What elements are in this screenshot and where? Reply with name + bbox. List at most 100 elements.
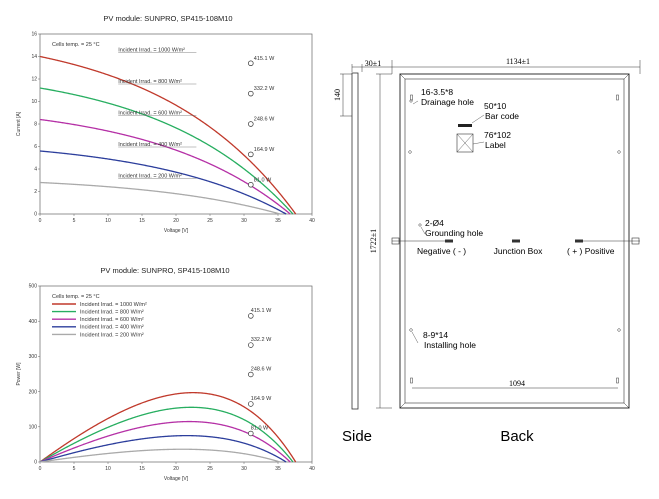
iv-series-line xyxy=(39,181,281,215)
iv-mpp-point xyxy=(248,121,254,127)
pv-chart: PV module: SUNPRO, SP415-108M10 01002003… xyxy=(16,266,315,482)
barcode-leader xyxy=(471,114,485,124)
pv-legend-entry: Incident Irrad. = 800 W/m² xyxy=(80,310,144,316)
iv-power-label: 81.0 W xyxy=(254,177,272,183)
iv-mpp-point xyxy=(248,60,254,66)
install-hole-top-right xyxy=(616,94,619,101)
iv-power-label: 332.2 W xyxy=(254,86,275,92)
positive-label: ( + ) Positive xyxy=(567,246,615,256)
pv-series-line xyxy=(39,406,294,463)
pv-power-label: 81.0 W xyxy=(251,425,269,431)
y-tick-label: 2 xyxy=(34,189,37,195)
x-tick-label: 10 xyxy=(105,218,111,224)
pv-legend-entry: Incident Irrad. = 400 W/m² xyxy=(80,325,144,331)
x-tick-label: 40 xyxy=(309,218,315,224)
iv-series-line xyxy=(39,87,294,215)
x-tick-label: 5 xyxy=(73,466,76,472)
iv-mpp-point xyxy=(248,182,254,188)
iv-power-label: 248.6 W xyxy=(254,117,275,123)
x-tick-label: 30 xyxy=(241,218,247,224)
center-junction-box xyxy=(512,239,520,243)
pv-x-axis-label: Voltage [V] xyxy=(164,476,189,482)
mount-span-dim: 1094 xyxy=(509,379,525,388)
junction-box-label: Junction Box xyxy=(494,246,543,256)
frame-depth-dim: 30±1 xyxy=(365,59,381,68)
pv-series-line xyxy=(39,448,281,463)
label-size-label: 76*102 xyxy=(484,130,511,140)
y-tick-label: 6 xyxy=(34,144,37,150)
pv-power-label: 248.6 W xyxy=(251,366,272,372)
drainage-size-label: 16-3.5*8 xyxy=(421,87,453,97)
bar-code-marker xyxy=(458,124,472,127)
drain-hole-left xyxy=(408,150,412,154)
x-tick-label: 35 xyxy=(275,466,281,472)
label-marker xyxy=(456,133,474,153)
iv-series-line xyxy=(39,150,287,215)
install-hole-right xyxy=(617,328,621,332)
bar-height-dim: 140 xyxy=(333,89,342,101)
installing-size-label: 8-9*14 xyxy=(423,330,448,340)
y-tick-label: 400 xyxy=(29,319,38,325)
y-tick-label: 12 xyxy=(31,77,37,83)
iv-irradiance-label: Incident Irrad. = 800 W/m² xyxy=(118,79,182,85)
negative-label: Negative ( - ) xyxy=(417,246,466,256)
drainage-label: Drainage hole xyxy=(421,97,474,107)
install-hole-top-left xyxy=(410,94,413,101)
y-tick-label: 4 xyxy=(34,167,37,173)
label-cross-b xyxy=(456,133,474,153)
install-hole-left xyxy=(409,328,413,332)
side-view xyxy=(340,64,392,410)
install-hole-bottom-right xyxy=(616,377,619,384)
grounding-label: Grounding hole xyxy=(425,228,483,238)
x-tick-label: 5 xyxy=(73,218,76,224)
iv-power-label: 164.9 W xyxy=(254,147,275,153)
pv-peak-point xyxy=(248,313,254,319)
x-tick-label: 10 xyxy=(105,466,111,472)
barcode-size-label: 50*10 xyxy=(484,101,506,111)
y-tick-label: 300 xyxy=(29,354,38,360)
pv-power-label: 415.1 W xyxy=(251,308,272,314)
installing-label: Installing hole xyxy=(424,340,476,350)
iv-mpp-point xyxy=(248,90,254,97)
iv-y-axis: 0 2 4 6 8 10 12 14 16 xyxy=(31,32,40,218)
pv-series-line xyxy=(39,434,287,463)
pv-peak-point xyxy=(248,342,254,348)
positive-junction-box xyxy=(575,239,583,243)
iv-irradiance-label: Incident Irrad. = 600 W/m² xyxy=(118,111,182,117)
pv-power-label: 164.9 W xyxy=(251,396,272,402)
side-profile xyxy=(351,72,359,410)
back-view-title: Back xyxy=(500,428,534,445)
pv-y-axis: 0 100 200 300 400 500 xyxy=(29,284,40,466)
iv-x-axis-label: Voltage [V] xyxy=(164,228,189,234)
iv-chart: PV module: SUNPRO, SP415-108M10 0 2 4 6 8 10 1… xyxy=(16,14,315,234)
y-tick-label: 500 xyxy=(29,284,38,290)
x-tick-label: 40 xyxy=(309,466,315,472)
pv-peak-point xyxy=(248,371,254,378)
drainage-hole-marker xyxy=(409,99,413,103)
pv-legend: Incident Irrad. = 1000 W/m² Incident Irra… xyxy=(52,302,147,338)
y-tick-label: 200 xyxy=(29,389,38,395)
y-tick-label: 0 xyxy=(34,212,37,218)
iv-irradiance-label: Incident Irrad. = 200 W/m² xyxy=(118,174,182,180)
pv-peak-point xyxy=(248,430,254,437)
label-leader xyxy=(472,141,485,145)
x-tick-label: 20 xyxy=(173,466,179,472)
iv-chart-title: PV module: SUNPRO, SP415-108M10 xyxy=(103,14,232,23)
iv-mpp-point xyxy=(248,151,254,158)
mechanical-drawing xyxy=(340,60,641,410)
y-tick-label: 10 xyxy=(31,99,37,105)
pv-plot-frame xyxy=(39,285,313,463)
install-leader xyxy=(411,331,419,344)
pv-legend-entry: Incident Irrad. = 200 W/m² xyxy=(80,332,144,338)
x-tick-label: 0 xyxy=(39,466,42,472)
y-tick-label: 0 xyxy=(34,460,37,466)
frame-corners xyxy=(399,73,630,409)
iv-x-axis: 0 5 10 15 20 25 30 35 40 xyxy=(39,214,315,224)
pv-legend-entry: Incident Irrad. = 600 W/m² xyxy=(80,317,144,323)
iv-irradiance-label: Incident Irrad. = 1000 W/m² xyxy=(118,48,185,54)
negative-connector xyxy=(391,237,400,245)
grounding-hole-marker xyxy=(418,223,422,227)
pv-x-axis: 0 5 10 15 20 25 30 35 40 xyxy=(39,462,315,472)
iv-power-label: 415.1 W xyxy=(254,56,275,62)
barcode-label: Bar code xyxy=(485,111,519,121)
